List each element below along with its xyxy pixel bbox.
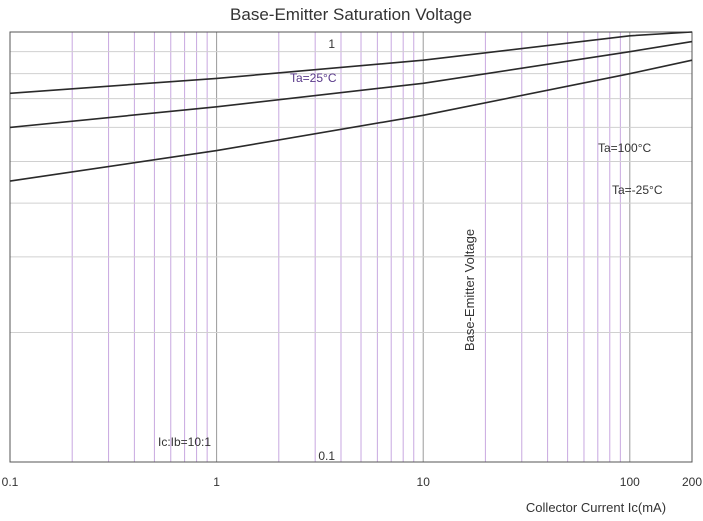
- x-tick-label: 0.1: [2, 475, 19, 489]
- annotation-ratio: Ic:Ib=10:1: [158, 435, 211, 449]
- y-tick-label: 0.1: [318, 449, 335, 463]
- annotation-ta-25: Ta=25°C: [290, 71, 337, 85]
- x-tick-label: 10: [417, 475, 431, 489]
- series-layer: [9, 31, 693, 182]
- x-tick-label: 100: [620, 475, 640, 489]
- chart-title: Base-Emitter Saturation Voltage: [230, 5, 472, 24]
- x-tick-labels: 0.1 1 10 100 200: [2, 475, 703, 489]
- x-axis-title: Collector Current Ic(mA): [526, 500, 666, 515]
- y-axis-title: Base-Emitter Voltage: [462, 229, 477, 351]
- vertical-gridlines: [9, 32, 693, 462]
- series-line: [9, 31, 693, 95]
- y-tick-labels: 0.11: [318, 37, 335, 463]
- series-line: [9, 40, 693, 129]
- series-line: [9, 59, 693, 182]
- annotation-ta-minus-25: Ta=-25°C: [612, 183, 663, 197]
- y-tick-label: 1: [328, 37, 335, 51]
- annotation-ta-100: Ta=100°C: [598, 141, 652, 155]
- x-tick-label: 1: [213, 475, 220, 489]
- plot-frame: [9, 31, 693, 463]
- x-tick-label: 200: [682, 475, 702, 489]
